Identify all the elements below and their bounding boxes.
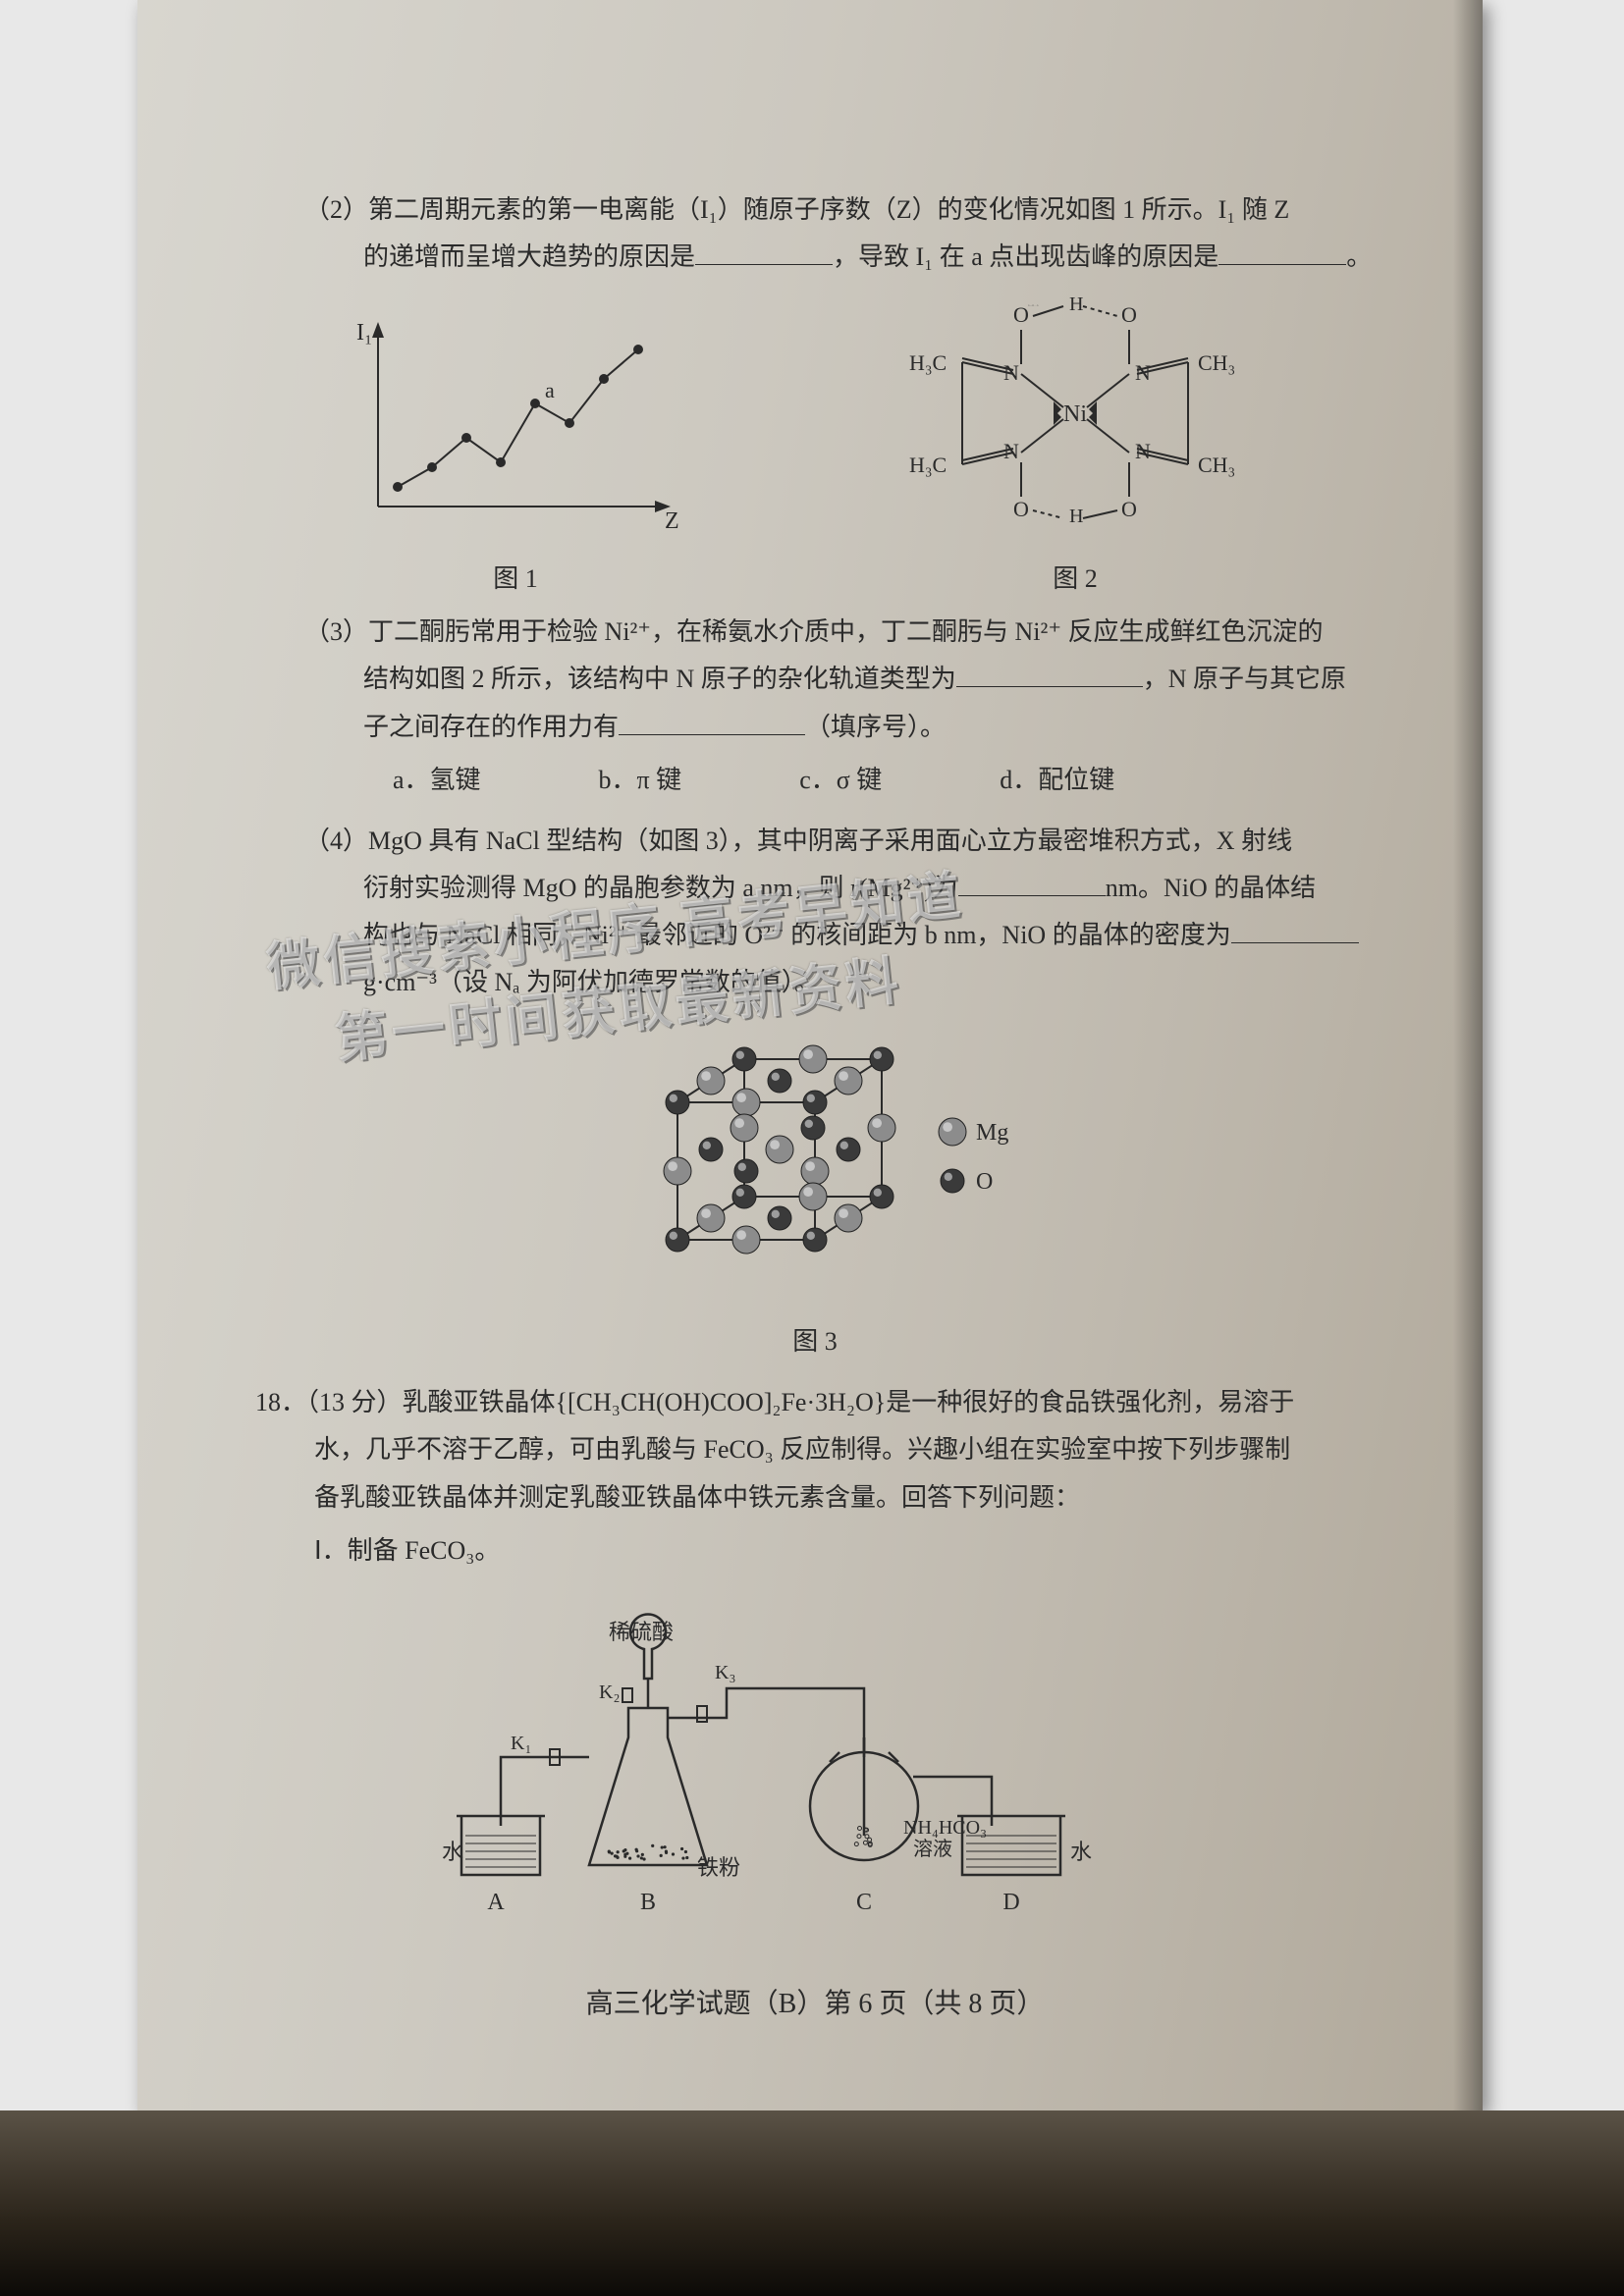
svg-text:H₃C: H₃C [909,453,947,477]
q3-text-e: （填序号）。 [805,713,946,741]
page-footer: 高三化学试题（B）第 6 页（共 8 页） [255,1979,1375,2030]
option-d: d．配位键 [1000,757,1114,804]
svg-text:溶液: 溶液 [913,1838,952,1860]
q2-prefix: （2） [304,195,368,224]
svg-text:O: O [1013,497,1029,521]
q4-text-d: 构也与 NaCl 相同，Ni²⁺ 最邻近的 O²⁻ 的核间距为 b nm，NiO… [363,921,1231,949]
option-c: c．σ 键 [799,757,882,804]
svg-text:CH₃: CH₃ [1198,453,1235,477]
figure-2: NiNNNNH₃CCH₃H₃CCH₃OOOOHHO — H ··· O 图 2 [859,291,1291,603]
svg-text:C: C [856,1890,872,1915]
q18-line2: 水，几乎不溶于乙醇，可由乳酸与 FeCO₃ 反应制得。兴趣小组在实验室中按下列步… [255,1426,1375,1473]
svg-text:K₁: K₁ [511,1733,531,1754]
q18-line1: 18．（13 分）乳酸亚铁晶体{[CH₃CH(OH)COO]₂Fe·3H₂O}是… [255,1379,1375,1426]
svg-text:O: O [1013,302,1029,327]
blank [1231,915,1359,943]
svg-text:H₃C: H₃C [909,350,947,375]
apparatus-diagram: 水AK₁铁粉BK₂稀硫酸K₃NH₄HCO₃溶液C水D [403,1580,1227,1924]
q3-options: a．氢键 b．π 键 c．σ 键 d．配位键 [255,757,1375,804]
exam-page: （2）第二周期元素的第一电离能（I₁）随原子序数（Z）的变化情况如图 1 所示。… [137,0,1483,2110]
q3-text-b: 结构如图 2 所示，该结构中 N 原子的杂化轨道类型为 [363,665,956,693]
svg-text:Ni: Ni [1063,401,1087,427]
blank [958,868,1106,896]
q4-line3: 构也与 NaCl 相同，Ni²⁺ 最邻近的 O²⁻ 的核间距为 b nm，NiO… [255,912,1375,959]
svg-text:H: H [1069,294,1083,315]
q4-prefix: （4） [304,827,368,855]
svg-text:稀硫酸: 稀硫酸 [609,1620,674,1644]
blank [695,238,833,266]
q4-line1: （4）MgO 具有 NaCl 型结构（如图 3），其中阴离子采用面心立方最密堆积… [255,818,1375,865]
option-b: b．π 键 [599,757,682,804]
q2-text-a: 第二周期元素的第一电离能（I₁）随原子序数（Z）的变化情况如图 1 所示。I₁ … [368,195,1289,224]
q3-prefix: （3） [304,617,368,646]
fig3-crystal: Mg O [560,1014,1070,1299]
svg-text:铁粉: 铁粉 [697,1855,740,1880]
svg-text:O: O [1121,302,1137,327]
desk-shadow [0,2110,1624,2296]
svg-text:Z: Z [665,508,679,534]
page-shadow [1453,0,1483,2110]
q3-text-a: 丁二酮肟常用于检验 Ni²⁺，在稀氨水介质中，丁二酮肟与 Ni²⁺ 反应生成鲜红… [368,617,1324,646]
fig3-caption: 图 3 [255,1318,1375,1365]
q18-text-b: 水，几乎不溶于乙醇，可由乳酸与 FeCO₃ 反应制得。兴趣小组在实验室中按下列步… [314,1435,1290,1464]
q3-line1: （3）丁二酮肟常用于检验 Ni²⁺，在稀氨水介质中，丁二酮肟与 Ni²⁺ 反应生… [255,609,1375,656]
svg-text:K₂: K₂ [599,1682,620,1703]
q2-line1: （2）第二周期元素的第一电离能（I₁）随原子序数（Z）的变化情况如图 1 所示。… [255,187,1375,234]
fig2-caption: 图 2 [859,556,1291,603]
blank [619,707,805,735]
svg-text:水: 水 [442,1840,463,1864]
fig1-chart: I₁ Za [339,310,692,536]
svg-text:Mg: Mg [976,1120,1008,1146]
q3-text-d: 子之间存在的作用力有 [363,713,619,741]
svg-text:B: B [640,1890,656,1915]
q2-text-b: 的递增而呈增大趋势的原因是 [363,242,695,271]
apparatus-wrap: 水AK₁铁粉BK₂稀硫酸K₃NH₄HCO₃溶液C水D [255,1580,1375,1940]
svg-text:H: H [1069,506,1083,527]
figure-row-1-2: I₁Za 图 1 NiNNNNH₃CCH₃H₃CCH₃OOOOHHO — H ·… [255,291,1375,603]
q3-line2: 结构如图 2 所示，该结构中 N 原子的杂化轨道类型为 ，N 原子与其它原 [255,656,1375,703]
q4-text-c: nm。NiO 的晶体结 [1106,874,1317,902]
svg-text:CH₃: CH₃ [1198,350,1235,375]
q18-number: 18． [255,1388,306,1416]
svg-text:I₁: I₁ [356,320,372,346]
figure-3-wrap: Mg O 图 3 [255,1014,1375,1365]
q4-line4: g·cm⁻³（设 Nₐ 为阿伏加德罗常数的值）。 [255,959,1375,1006]
blank [1218,238,1346,266]
q2-text-d: 。 [1346,242,1372,271]
svg-text:a: a [545,378,555,402]
q3-text-c: ，N 原子与其它原 [1143,665,1346,693]
q18-line3: 备乳酸亚铁晶体并测定乳酸亚铁晶体中铁元素含量。回答下列问题： [255,1474,1375,1522]
q18-text-a: 乳酸亚铁晶体{[CH₃CH(OH)COO]₂Fe·3H₂O}是一种很好的食品铁强… [403,1388,1295,1416]
q4-text-a: MgO 具有 NaCl 型结构（如图 3），其中阴离子采用面心立方最密堆积方式，… [368,827,1292,855]
svg-text:水: 水 [1070,1840,1092,1864]
q4-text-b: 衍射实验测得 MgO 的晶胞参数为 a nm，则 r(Mg²⁺)为 [363,874,958,902]
fig1-caption: 图 1 [339,556,692,603]
q18-text-c: 备乳酸亚铁晶体并测定乳酸亚铁晶体中铁元素含量。回答下列问题： [314,1483,1080,1512]
q2-text-c: ，导致 I₁ 在 a 点出现齿峰的原因是 [833,242,1218,271]
option-a: a．氢键 [393,757,481,804]
svg-text:O: O [976,1169,993,1195]
q18-step1-text: Ⅰ．制备 FeCO₃。 [314,1536,500,1565]
q2-line2: 的递增而呈增大趋势的原因是 ，导致 I₁ 在 a 点出现齿峰的原因是 。 [255,234,1375,281]
figure-1: I₁ Za 图 1 [339,310,692,603]
blank [956,660,1143,688]
q3-line3: 子之间存在的作用力有 （填序号）。 [255,704,1375,751]
q4-line2: 衍射实验测得 MgO 的晶胞参数为 a nm，则 r(Mg²⁺)为 nm。NiO … [255,865,1375,912]
fig2-structure: NiNNNNH₃CCH₃H₃CCH₃OOOOHHO — H ··· O [859,291,1291,536]
svg-text:O: O [1121,497,1137,521]
q4-text-e: g·cm⁻³（设 Nₐ 为阿伏加德罗常数的值）。 [363,968,820,996]
q18-step1: Ⅰ．制备 FeCO₃。 [255,1527,1375,1575]
svg-text:O — H ··· O: O — H ··· O [1028,305,1039,307]
svg-text:A: A [487,1890,505,1915]
svg-text:D: D [1002,1890,1019,1915]
svg-text:K₃: K₃ [715,1662,735,1683]
q18-score: （13 分） [306,1388,403,1416]
